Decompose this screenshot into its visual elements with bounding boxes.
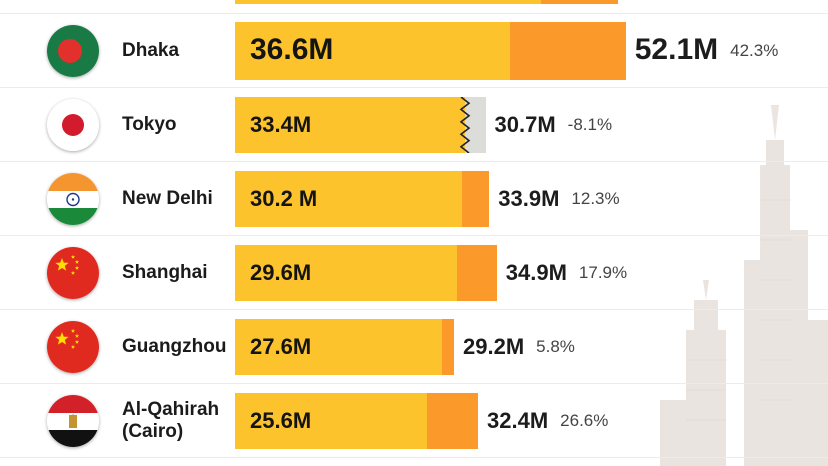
percent-change-label: 17.9% bbox=[578, 263, 628, 282]
city-name: New Delhi bbox=[122, 188, 213, 209]
projected-population-label: 34.9M bbox=[505, 259, 567, 285]
current-population-bar bbox=[235, 22, 510, 80]
projected-population-label: 30.7M bbox=[494, 111, 556, 137]
decline-break-marker bbox=[459, 97, 471, 153]
current-population-label: 33.4M bbox=[250, 111, 312, 137]
current-population-label: 29.6M bbox=[250, 259, 312, 285]
projected-growth-bar bbox=[427, 393, 478, 449]
china-flag-icon bbox=[47, 321, 99, 373]
previous-row-growth-bar bbox=[541, 0, 618, 4]
projected-growth-bar bbox=[509, 22, 626, 80]
japan-flag-icon bbox=[47, 99, 99, 151]
row-divider bbox=[0, 235, 828, 236]
percent-change-label: -8.1% bbox=[567, 115, 613, 134]
row-divider bbox=[0, 383, 828, 384]
current-population-label: 27.6M bbox=[250, 333, 312, 359]
percent-change-label: 5.8% bbox=[536, 337, 575, 356]
row-divider bbox=[0, 457, 828, 458]
previous-row-current-bar bbox=[235, 0, 541, 4]
current-population-bar bbox=[235, 245, 457, 301]
city-name: Dhaka bbox=[122, 40, 180, 61]
city-name: Al-Qahirah (Cairo) bbox=[122, 399, 220, 442]
percent-change-label: 42.3% bbox=[730, 41, 779, 60]
india-flag-icon bbox=[47, 173, 99, 225]
city-name: Guangzhou bbox=[122, 336, 227, 357]
current-population-label: 30.2 M bbox=[250, 185, 318, 211]
egypt-flag-icon bbox=[47, 395, 99, 447]
china-flag-icon bbox=[47, 247, 99, 299]
bangladesh-flag-icon bbox=[47, 25, 99, 77]
projected-growth-bar bbox=[461, 171, 490, 227]
current-population-bar bbox=[235, 97, 466, 153]
current-population-label: 25.6M bbox=[250, 407, 312, 433]
row-divider bbox=[0, 161, 828, 162]
current-population-label: 36.6M bbox=[250, 33, 334, 66]
projected-population-label: 29.2M bbox=[463, 333, 525, 359]
current-population-bar bbox=[235, 319, 442, 375]
projected-population-label: 52.1M bbox=[634, 33, 719, 66]
projected-growth-bar bbox=[442, 319, 454, 375]
projected-decline-bar bbox=[465, 97, 486, 153]
row-divider bbox=[0, 13, 828, 14]
percent-change-label: 12.3% bbox=[571, 189, 620, 208]
projected-population-label: 32.4M bbox=[487, 407, 549, 433]
percent-change-label: 26.6% bbox=[560, 411, 609, 430]
projected-population-label: 33.9M bbox=[498, 185, 560, 211]
row-divider bbox=[0, 87, 828, 88]
current-population-bar bbox=[235, 393, 427, 449]
current-population-bar bbox=[235, 171, 462, 227]
projected-growth-bar bbox=[457, 245, 497, 301]
city-name: Tokyo bbox=[122, 114, 177, 135]
city-name: Shanghai bbox=[122, 262, 208, 283]
row-divider bbox=[0, 309, 828, 310]
